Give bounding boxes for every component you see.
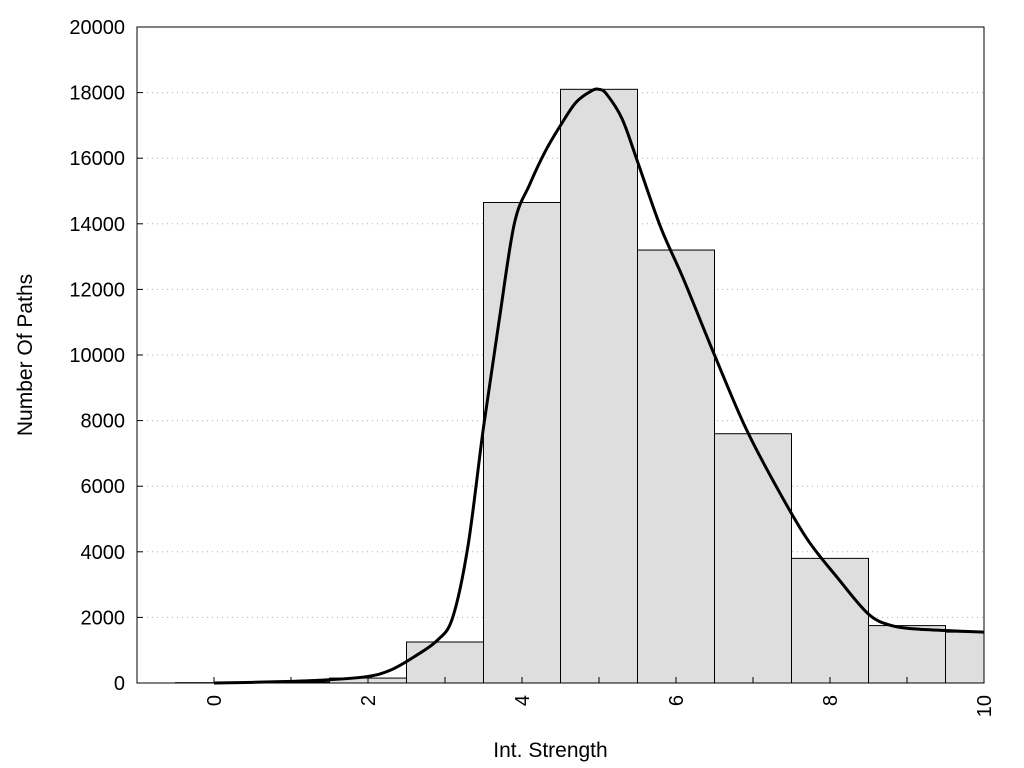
density-curve-line (213, 87, 985, 685)
y-tick-label: 16000 (69, 148, 125, 170)
y-tick-label: 14000 (69, 214, 125, 236)
histogram-bar-9 (868, 625, 946, 684)
histogram-bar-6 (637, 249, 715, 684)
x-tick-label: 2 (358, 695, 380, 706)
histogram-bar-10 (945, 631, 985, 684)
histogram-bar-7 (714, 433, 792, 684)
y-tick-label: 10000 (69, 345, 125, 367)
y-tick-label: 6000 (81, 476, 126, 498)
histogram-bars (175, 88, 985, 684)
histogram-bar-4 (483, 201, 561, 684)
x-tick-label: 6 (666, 695, 688, 706)
x-tick-label: 4 (512, 695, 534, 706)
x-tick-label: 8 (820, 695, 842, 706)
y-tick-label: 18000 (69, 83, 125, 105)
x-tick-label: 0 (204, 695, 226, 706)
histogram-bar-3 (406, 641, 484, 684)
x-tick-label: 10 (974, 695, 996, 717)
density-curve (213, 87, 985, 685)
x-axis-label: Int. Strength (493, 739, 607, 762)
histogram-bar-5 (560, 88, 638, 684)
y-axis-label: Number Of Paths (14, 274, 37, 436)
y-tick-label: 8000 (81, 411, 126, 433)
y-tick-label: 4000 (81, 542, 126, 564)
y-tick-label: 0 (114, 673, 125, 695)
y-tick-label: 20000 (69, 17, 125, 39)
histogram-bar-8 (791, 557, 869, 684)
y-tick-label: 12000 (69, 279, 125, 301)
y-tick-label: 2000 (81, 607, 126, 629)
y-axis-ticks: 0 2000 4000 6000 8000 10000 12000 14000 16000 180… (69, 17, 143, 695)
x-axis-ticks: 0 2 4 6 8 10 (136, 677, 996, 717)
